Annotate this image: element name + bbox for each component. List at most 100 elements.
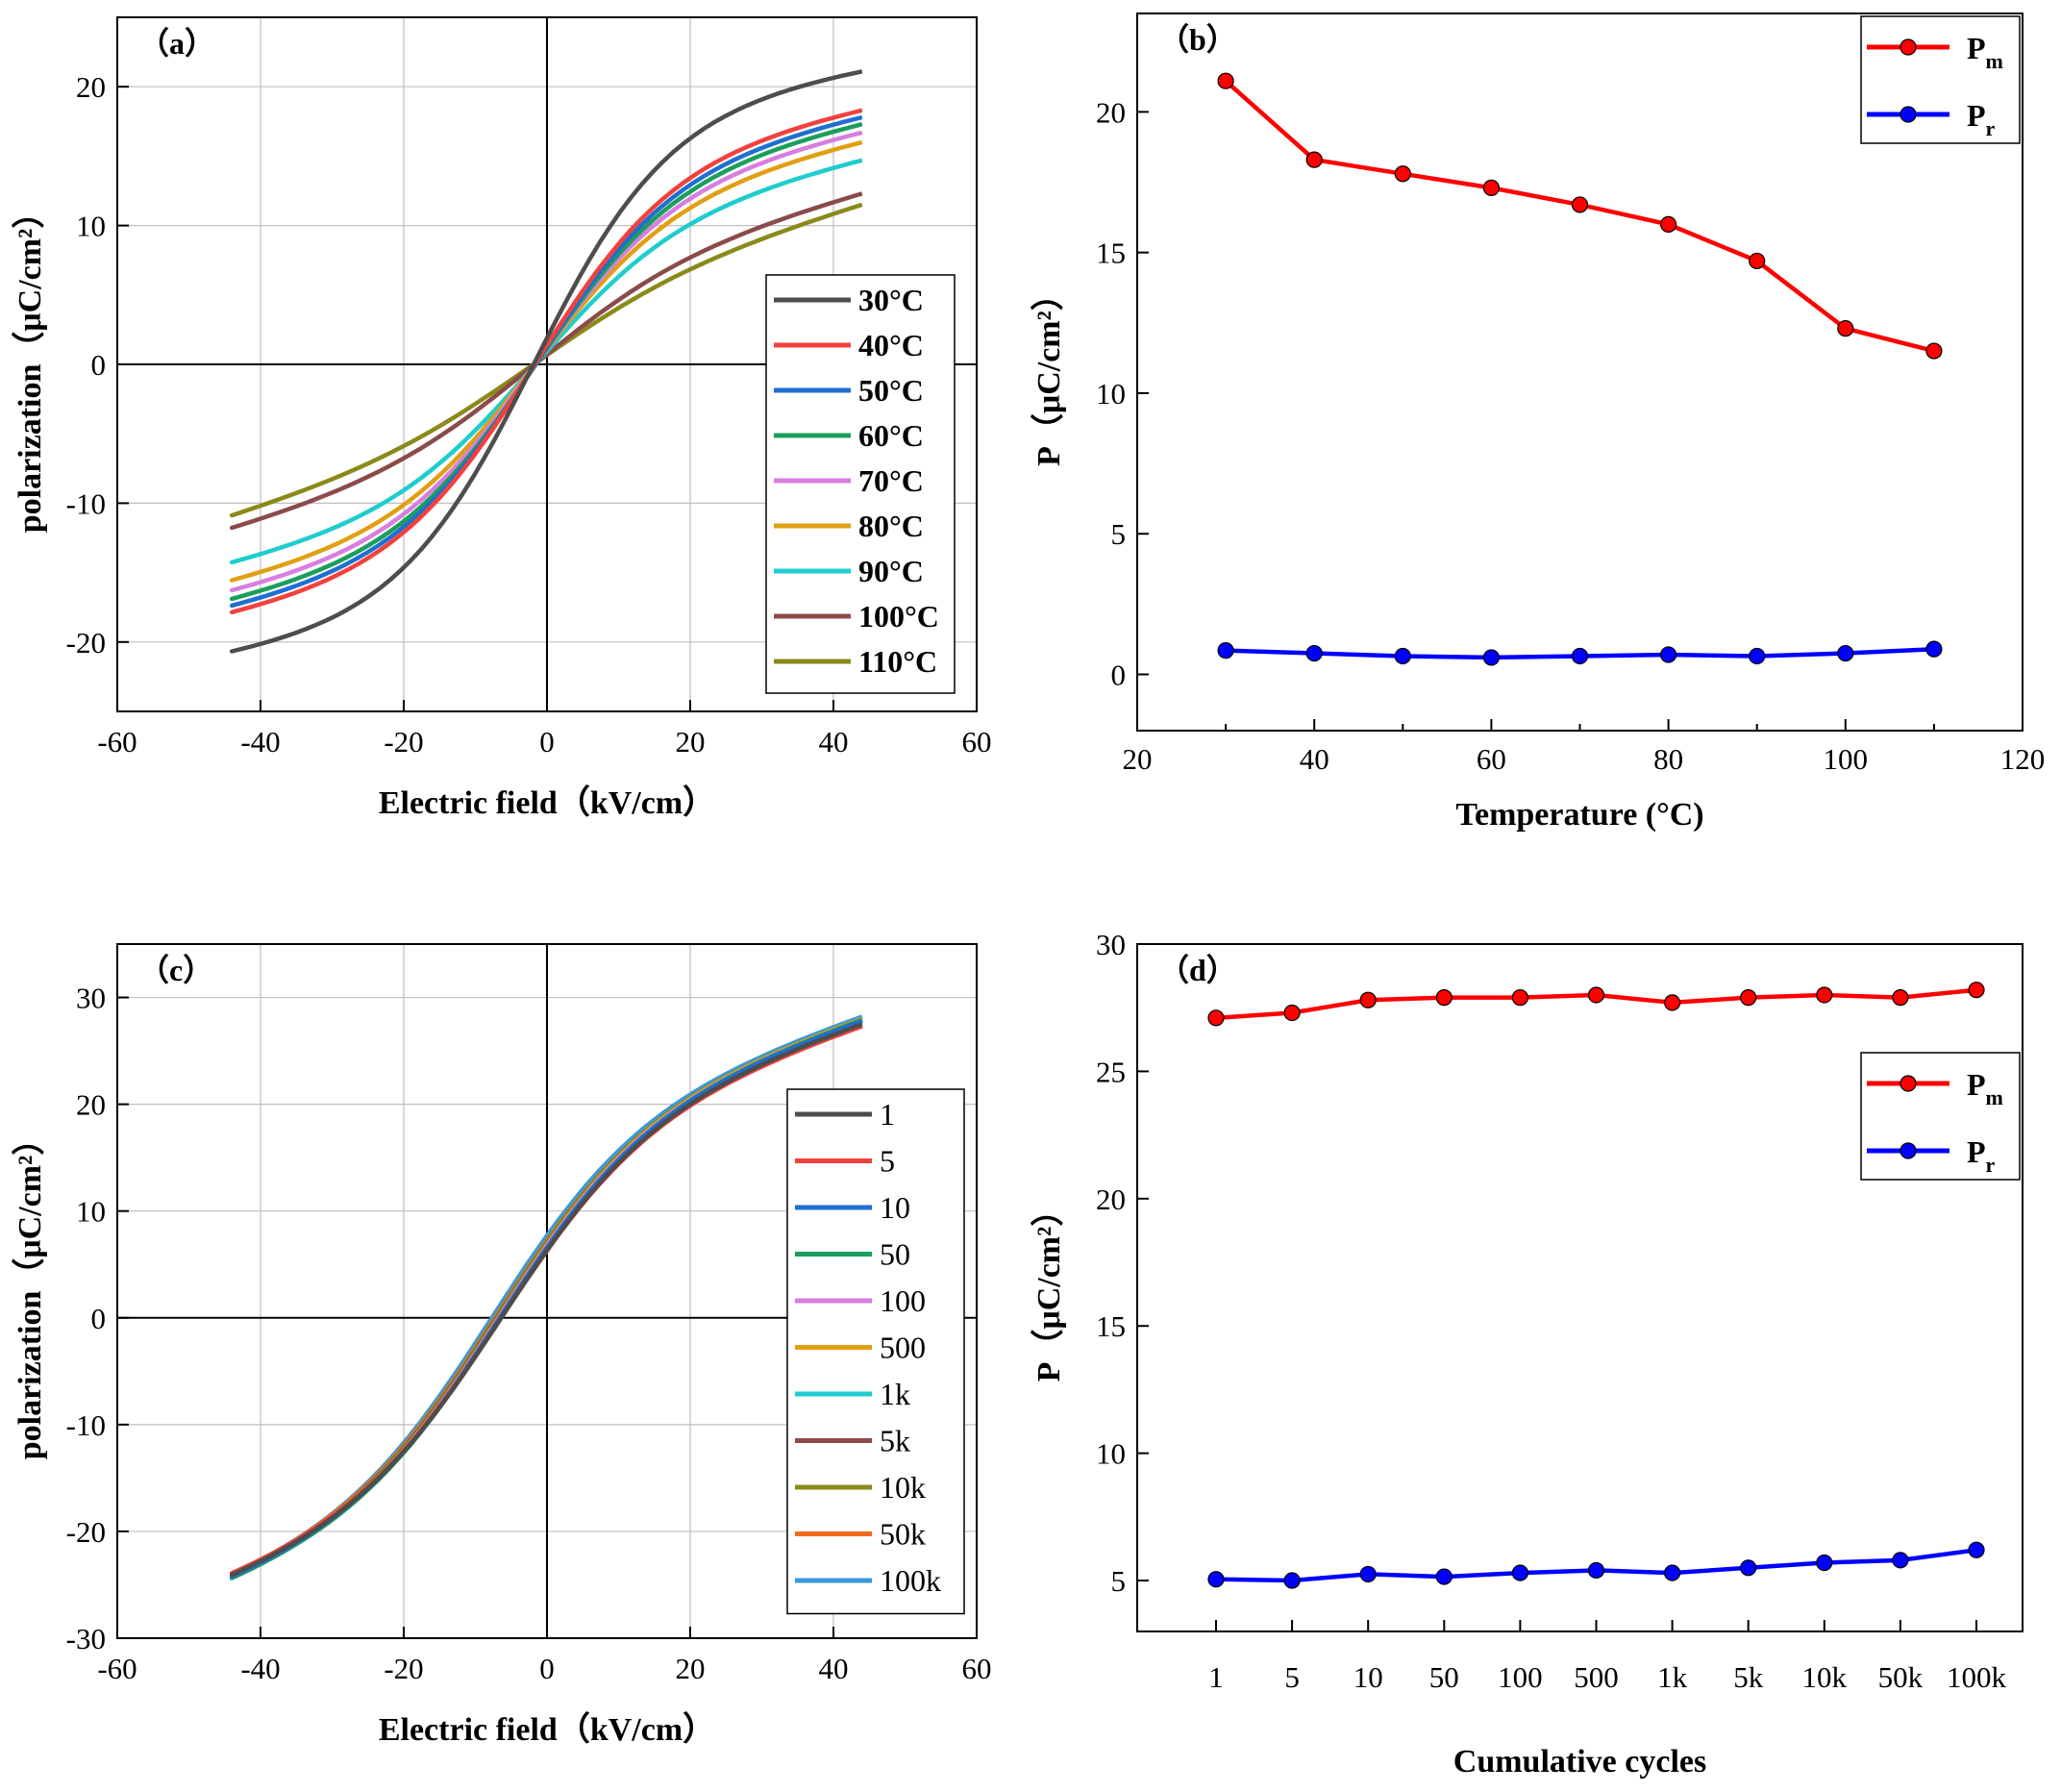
x-tick-label: 40 — [819, 725, 849, 759]
x-tick-label: 5 — [1284, 1660, 1300, 1694]
y-tick-label: 10 — [76, 1195, 106, 1229]
data-point-m — [1571, 196, 1589, 213]
legend-label-10: 10 — [880, 1190, 910, 1225]
data-point-r — [1511, 1564, 1529, 1581]
loop-curve-30°C — [229, 69, 863, 654]
data-point-m — [1837, 320, 1854, 337]
loop-curve-50°C — [229, 114, 863, 609]
plot-frame — [1136, 943, 2024, 1632]
x-tick-label: -20 — [384, 725, 423, 759]
data-point-m — [1207, 1009, 1225, 1027]
data-point-r — [1659, 646, 1677, 663]
legend-box — [1860, 1052, 2021, 1181]
y-tick-label: 0 — [1111, 658, 1127, 691]
y-tick-label: 30 — [1096, 928, 1126, 961]
y-tick-label: 15 — [1096, 1309, 1126, 1343]
data-point-r — [1482, 649, 1501, 666]
x-tick-label: 100 — [1498, 1660, 1543, 1694]
x-tick-label: 60 — [962, 1652, 992, 1685]
x-tick-label: 1 — [1208, 1660, 1224, 1694]
y-tick-label: 0 — [91, 1302, 107, 1335]
chart-panel-0: -20 -10 0 10 20 -60 -40 -20 0 20 40 60 （a） Electric f… — [11, 16, 992, 821]
data-point-m — [1892, 989, 1909, 1007]
data-point-m — [1740, 989, 1757, 1007]
data-point-m — [1659, 215, 1677, 234]
legend-marker-m — [1900, 38, 1917, 56]
x-tick-label: 10k — [1802, 1660, 1848, 1694]
loop-curve-60°C — [229, 122, 863, 602]
legend-label-40°C: 40°C — [858, 328, 924, 362]
legend-marker-m — [1900, 1075, 1917, 1092]
data-point-r — [1359, 1565, 1377, 1583]
x-tick-label: -20 — [384, 1652, 423, 1685]
y-axis-label: P（μC/cm²） — [1030, 278, 1067, 466]
loop-curve-80°C — [229, 139, 863, 583]
legend-label-30°C: 30°C — [858, 283, 924, 317]
y-tick-label: -10 — [66, 1408, 106, 1442]
data-point-m — [1968, 982, 1985, 999]
data-point-m — [1217, 72, 1234, 89]
data-point-r — [1587, 1561, 1605, 1580]
data-point-m — [1511, 989, 1529, 1007]
legend-marker-r — [1900, 1142, 1917, 1159]
data-point-m — [1749, 252, 1766, 270]
x-tick-label: 60 — [1477, 742, 1506, 776]
x-tick-label: 500 — [1574, 1660, 1619, 1694]
legend-marker-r — [1900, 106, 1917, 123]
x-tick-label: 20 — [676, 725, 706, 759]
y-tick-label: 5 — [1111, 517, 1127, 551]
y-tick-label: 5 — [1111, 1564, 1127, 1598]
x-tick-label: 20 — [1123, 742, 1153, 776]
x-tick-label: 50 — [1429, 1660, 1459, 1694]
x-axis-label: Electric field（kV/cm） — [379, 1710, 715, 1748]
plot-frame — [1136, 12, 2024, 732]
data-point-r — [1305, 644, 1323, 662]
data-point-m — [1925, 342, 1943, 360]
plot-frame — [116, 16, 978, 712]
data-point-m — [1816, 986, 1833, 1004]
data-point-m — [1305, 151, 1323, 168]
y-tick-label: 20 — [1096, 95, 1126, 129]
data-point-m — [1482, 179, 1501, 196]
legend-label-60°C: 60°C — [858, 418, 924, 453]
data-point-m — [1587, 986, 1605, 1004]
y-tick-label: -10 — [66, 486, 106, 520]
legend-label-80°C: 80°C — [858, 509, 924, 543]
legend-label-500: 500 — [880, 1331, 926, 1365]
x-tick-label: 5k — [1733, 1660, 1764, 1694]
data-point-m — [1359, 991, 1377, 1008]
legend-label-100k: 100k — [880, 1563, 941, 1598]
legend-label-1k: 1k — [880, 1377, 910, 1411]
legend-box — [1860, 15, 2021, 144]
legend-label-5: 5 — [880, 1144, 895, 1179]
loop-curve-110°C — [229, 202, 863, 518]
chart-panel-2: -30 -20 -10 0 10 20 30 -60 -40 -20 0 20 40 60 （c） Elect… — [11, 943, 992, 1748]
data-point-r — [1837, 644, 1854, 662]
data-point-r — [1283, 1572, 1301, 1589]
loop-curve-1 — [229, 1022, 863, 1578]
loop-curve-90°C — [229, 158, 863, 565]
data-point-r — [1816, 1554, 1833, 1572]
loop-curve-70°C — [229, 130, 863, 593]
x-tick-label: 120 — [2000, 742, 2046, 776]
chart-panel-1: 20 40 60 80 100 120 Temperature (°C) 0 5 10 15 20 （b… — [1030, 12, 2046, 833]
data-point-r — [1925, 640, 1943, 658]
x-tick-label: 10 — [1353, 1660, 1383, 1694]
y-tick-label: 20 — [76, 70, 106, 104]
data-point-r — [1740, 1559, 1757, 1577]
legend-label-1: 1 — [880, 1097, 895, 1132]
x-tick-label: 60 — [962, 725, 992, 759]
x-tick-label: -60 — [97, 1652, 137, 1685]
data-point-m — [1435, 989, 1453, 1007]
panel-label: （c） — [138, 953, 213, 987]
x-tick-label: -40 — [240, 1652, 280, 1685]
x-tick-label: 40 — [819, 1652, 849, 1685]
legend-label-m: Pm — [1967, 31, 2003, 73]
y-axis-label: polarization（μC/cm²） — [11, 196, 48, 534]
x-axis-label: Cumulative cycles — [1453, 1744, 1706, 1780]
legend-label-50k: 50k — [880, 1517, 926, 1552]
legend-label-100: 100 — [880, 1283, 926, 1318]
legend-label-50°C: 50°C — [858, 373, 924, 408]
